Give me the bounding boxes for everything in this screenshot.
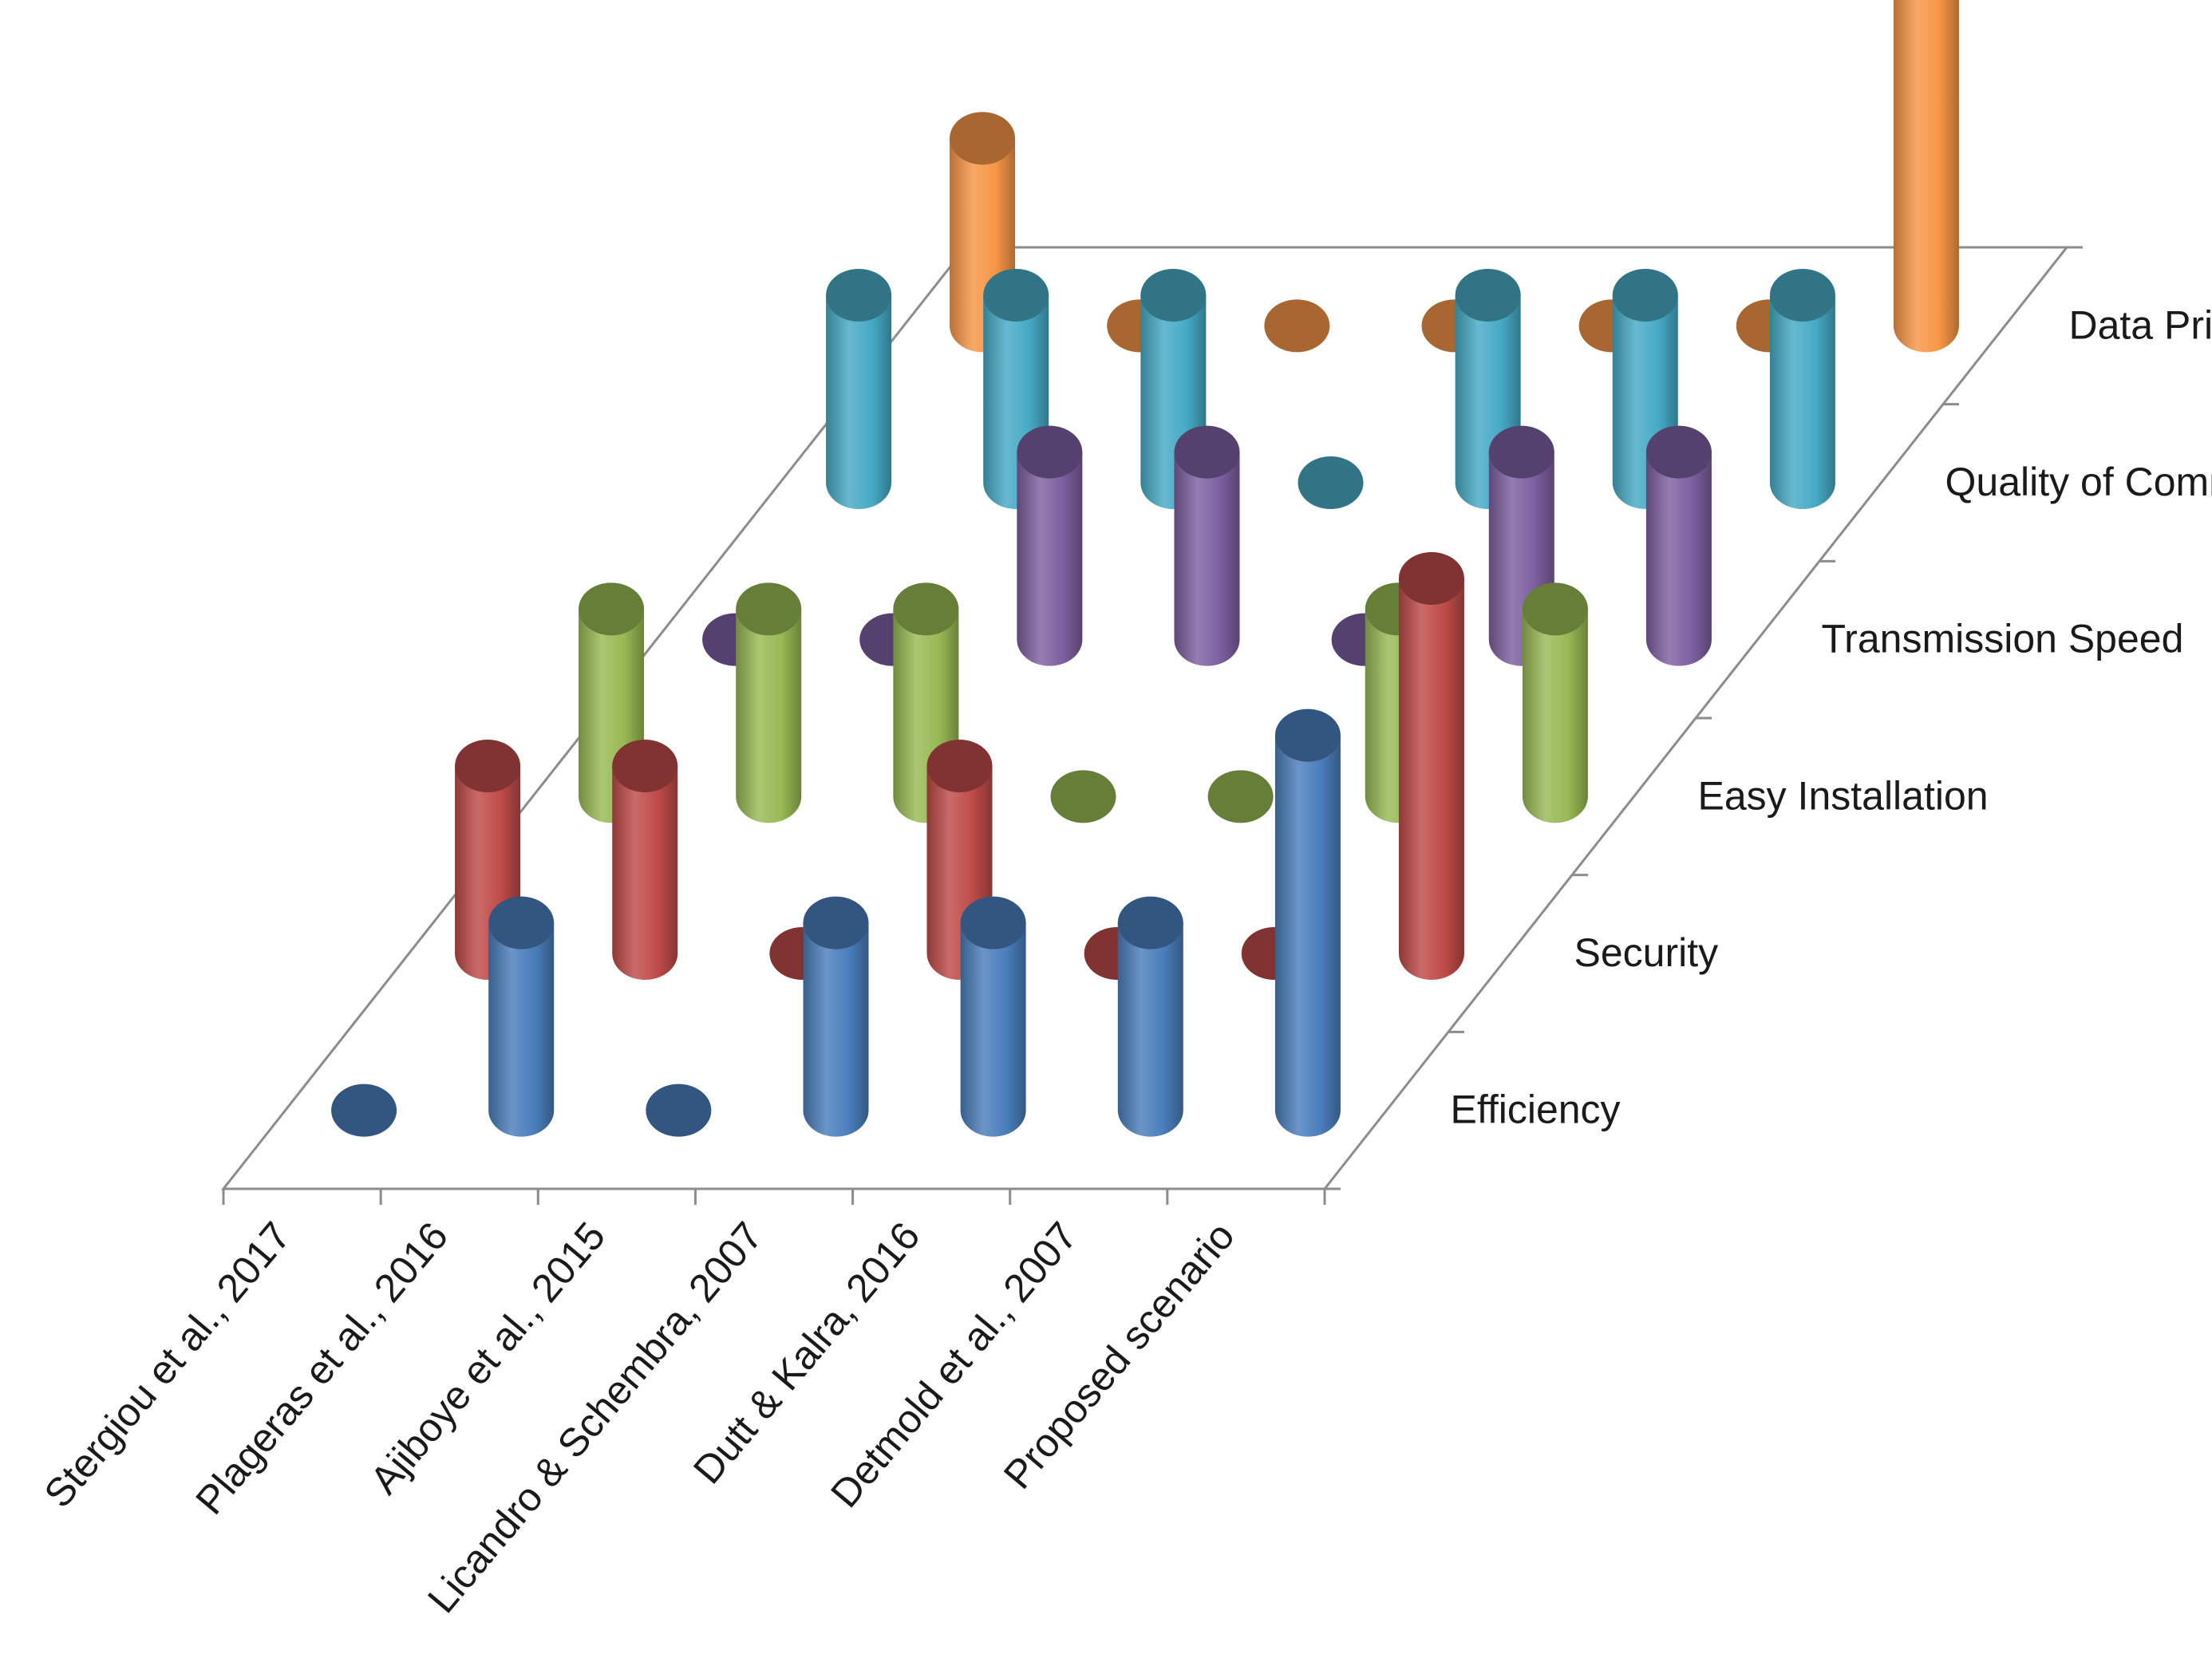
bar-base xyxy=(1207,770,1274,823)
bar-top xyxy=(1274,709,1341,762)
series-label: Security xyxy=(1574,930,1719,975)
bar-easy-installation xyxy=(1207,770,1274,823)
bar-efficiency xyxy=(1117,896,1183,1137)
bar-top xyxy=(1117,896,1183,949)
bar-transmission-speed xyxy=(1017,425,1083,666)
bar-efficiency xyxy=(646,1084,712,1137)
bar-security xyxy=(612,740,678,981)
bar-top xyxy=(1488,425,1554,479)
bar-top xyxy=(1769,269,1835,322)
bar-top xyxy=(1174,425,1240,479)
bar-body xyxy=(1117,922,1183,1137)
bar-top xyxy=(926,740,993,792)
bar-body xyxy=(803,922,869,1137)
bar-top xyxy=(736,582,802,636)
bar-top xyxy=(1140,269,1207,322)
bar-data-privacy xyxy=(1264,299,1330,353)
axis-ticks xyxy=(222,246,2083,1205)
bar-efficiency xyxy=(1274,709,1341,1137)
series-label: Easy Installation xyxy=(1698,773,1989,818)
series-label: Data Privacy xyxy=(2069,302,2212,347)
bar-quality-of-communication xyxy=(1769,269,1835,509)
category-label: Licandro & Schembra, 2007 xyxy=(419,1214,771,1621)
bar-top xyxy=(803,896,869,949)
bar-body xyxy=(1522,609,1588,823)
bar-body xyxy=(612,766,678,981)
bar-top xyxy=(950,112,1016,165)
bar-quality-of-communication xyxy=(826,269,892,509)
bar-easy-installation xyxy=(1050,770,1116,823)
bar-body xyxy=(826,295,892,509)
bar-body xyxy=(1893,0,1959,353)
bar-top xyxy=(826,269,892,322)
bar-top xyxy=(1522,582,1588,636)
bar-transmission-speed xyxy=(1174,425,1240,666)
bar-body xyxy=(488,922,555,1137)
bar-top xyxy=(1612,269,1678,322)
bar-easy-installation xyxy=(1522,582,1588,823)
bar-top xyxy=(1398,552,1464,605)
bar-top xyxy=(579,582,645,636)
bar-body xyxy=(1174,452,1240,666)
bar-body xyxy=(1645,452,1712,666)
bar-transmission-speed xyxy=(1645,425,1712,666)
bar-body xyxy=(1017,452,1083,666)
bar-top xyxy=(455,740,521,792)
bar-top xyxy=(893,582,959,636)
bar-body xyxy=(1274,735,1341,1137)
bar-base xyxy=(331,1084,397,1137)
bar-top xyxy=(612,740,678,792)
bar-top xyxy=(488,896,555,949)
chart-bars xyxy=(331,0,1959,1137)
bar-quality-of-communication xyxy=(1298,456,1364,509)
bar-efficiency xyxy=(803,896,869,1137)
bar-base xyxy=(1050,770,1116,823)
bar-efficiency xyxy=(331,1084,397,1137)
bar-easy-installation xyxy=(736,582,802,823)
series-axis-labels: Efficiency Security Easy Installation Trans… xyxy=(1451,302,2212,1131)
bar-top xyxy=(960,896,1026,949)
bar-body xyxy=(736,609,802,823)
series-label: Transmission Speed xyxy=(1822,617,2184,661)
series-label: Efficiency xyxy=(1451,1088,1621,1132)
bar-top xyxy=(1455,269,1521,322)
series-label: Quality of Communication xyxy=(1945,460,2212,504)
bar-top xyxy=(983,269,1049,322)
bar-body xyxy=(1398,578,1464,981)
bar-top xyxy=(1017,425,1083,479)
bar-efficiency xyxy=(488,896,555,1137)
bar-base xyxy=(1264,299,1330,353)
bar-data-privacy xyxy=(1893,0,1959,353)
bar-body xyxy=(960,922,1026,1137)
bar-body xyxy=(1769,295,1835,509)
bar-security xyxy=(1398,552,1464,981)
bar-efficiency xyxy=(960,896,1026,1137)
bar-base xyxy=(646,1084,712,1137)
bar-top xyxy=(1645,425,1712,479)
bar-base xyxy=(1298,456,1364,509)
